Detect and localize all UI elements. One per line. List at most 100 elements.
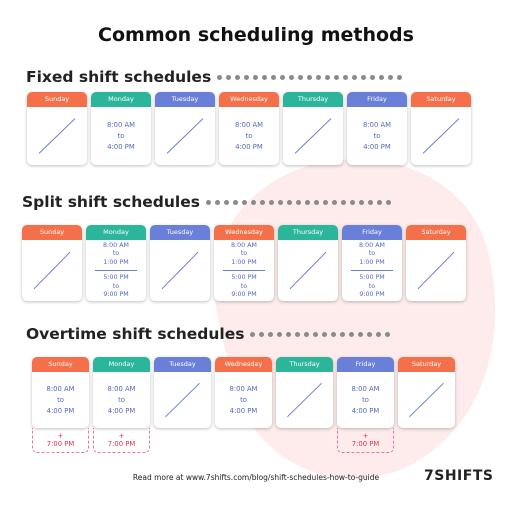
day-card: Thursday [278,225,338,301]
card-body: 8:00 AM to 4:00 PM [337,372,394,428]
slash [417,251,455,290]
shift-text: to [368,250,376,257]
shift-text: 8:00 AM [363,120,391,129]
day-header: Sunday [22,225,82,240]
day-card: Tuesday [155,92,215,165]
shift: 5:00 PM to 9:00 PM [231,274,256,300]
section-heading: Split shift schedules [22,193,391,211]
section-title: Overtime shift schedules [26,325,245,343]
off-slash [422,118,460,154]
section-heading: Overtime shift schedules [26,325,391,343]
slash [287,382,322,418]
dot [340,331,346,337]
shift-text: to [240,395,247,404]
card-body [398,372,455,428]
shift-text: 8:00 AM [235,120,263,129]
dot [214,199,220,205]
off-slash [161,251,199,290]
shift: 8:00 AM to 4:00 PM [363,120,391,153]
shift-text: 9:00 PM [103,291,129,298]
day-card: Friday 8:00 AM to 4:00 PM [347,92,407,165]
dot [307,74,313,80]
card-body [411,107,471,165]
dot [376,331,382,337]
overtime-extra: +7:00 PM [93,428,150,453]
day-header: Saturday [411,92,471,107]
shift: 8:00 AM to 1:00 PM [103,242,129,268]
shift-text: to [118,395,125,404]
shift-text: 8:00 AM [46,384,75,393]
day-header: Monday [91,92,151,107]
card-body [27,107,87,165]
dot [277,331,283,337]
card-body: 8:00 AM to 1:00 PM 5:00 PM to 9:00 PM [86,240,146,301]
day-header: Friday [337,357,394,372]
shift-text: 8:00 AM [103,241,129,249]
day-card: Monday 8:00 AM to 1:00 PM 5:00 PM to 9:00 PM [86,225,146,301]
dot [331,199,337,205]
dot [241,199,247,205]
dot [223,199,229,205]
dot [232,199,238,205]
shift-text: 4:00 PM [235,142,263,151]
dot [259,331,265,337]
day-header: Wednesday [215,357,272,372]
day-header: Thursday [276,357,333,372]
shift-text: 4:00 PM [229,406,258,415]
shift-text: 4:00 PM [363,142,391,151]
dot [388,74,394,80]
shift: 8:00 AM to 4:00 PM [47,384,75,417]
day-header: Thursday [283,92,343,107]
dot [244,74,250,80]
overtime-text: 7:00 PM [46,440,75,448]
card-body [154,372,211,428]
day-header: Sunday [32,357,89,372]
dot [217,74,223,80]
dot [343,74,349,80]
dot [313,199,319,205]
dot [286,331,292,337]
divider [223,270,265,271]
card-body: 8:00 AM to 1:00 PM 5:00 PM to 9:00 PM [342,240,402,301]
dot [226,74,232,80]
card-body: 8:00 AM to 1:00 PM 5:00 PM to 9:00 PM [214,240,274,301]
shift-text: 8:00 AM [231,241,257,249]
shift-text: 4:00 PM [107,142,135,151]
divider [351,270,393,271]
card-body: 8:00 AM to 4:00 PM [32,372,89,428]
slash [289,251,327,290]
dot [271,74,277,80]
dot [322,331,328,337]
section-title: Fixed shift schedules [26,68,212,86]
shift-text: to [362,395,369,404]
shift-text: 5:00 PM [231,274,257,281]
shift: 8:00 AM to 4:00 PM [108,384,136,417]
day-header: Sunday [27,92,87,107]
day-card: Sunday 8:00 AM to 4:00 PM [32,357,89,428]
dot [313,331,319,337]
dot [277,199,283,205]
off-slash [417,251,455,290]
day-card: Tuesday [154,357,211,428]
dot [268,331,274,337]
day-card: Saturday [406,225,466,301]
slash [33,251,71,290]
shift-text: 8:00 AM [229,384,258,393]
slash [166,118,204,154]
shift-text: 1:00 PM [359,258,385,266]
shift-text: to [240,282,248,290]
shift: 8:00 AM to 4:00 PM [235,120,263,153]
shift: 8:00 AM to 4:00 PM [352,384,380,417]
day-card: Friday 8:00 AM to 1:00 PM 5:00 PM to 9:00 PM [342,225,402,301]
dot [286,199,292,205]
shift-text: 8:00 AM [107,120,135,129]
day-header: Tuesday [154,357,211,372]
card-body [278,240,338,301]
dot [205,199,211,205]
card-body: 8:00 AM to 4:00 PM [215,372,272,428]
shift-text: to [245,131,253,140]
day-header: Friday [342,225,402,240]
day-header: Thursday [278,225,338,240]
overtime-text: + [362,432,369,440]
